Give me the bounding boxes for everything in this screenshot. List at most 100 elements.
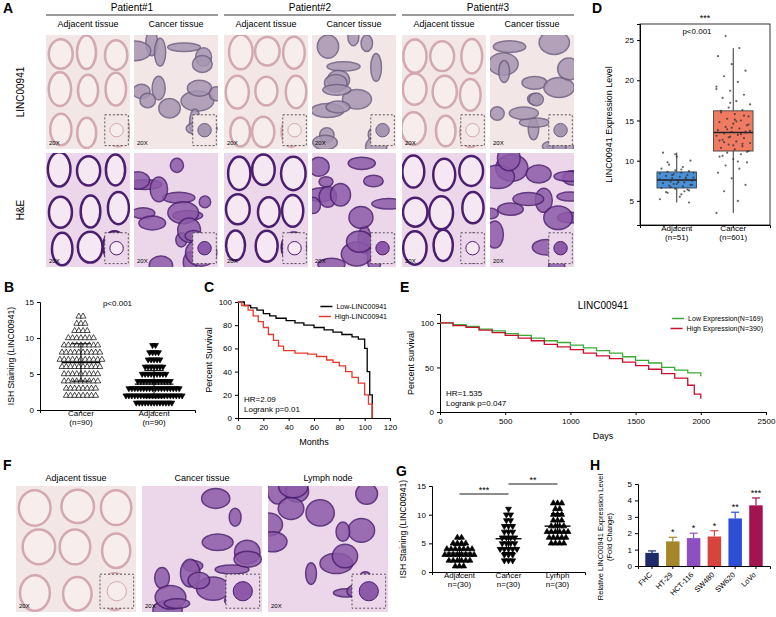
data-point	[743, 94, 745, 96]
data-point	[668, 185, 670, 187]
x-tick-label: SW620	[713, 570, 737, 594]
error-cap	[71, 381, 90, 382]
gland	[281, 157, 305, 190]
tumor-cluster	[149, 256, 172, 267]
x-tick	[263, 418, 264, 421]
data-point	[731, 177, 733, 179]
data-point	[717, 55, 719, 57]
legend-swatch	[672, 318, 684, 320]
error-cap	[648, 550, 656, 551]
tumor-cluster	[371, 54, 382, 82]
bar	[666, 541, 680, 566]
row-label: H&E	[15, 199, 26, 220]
inset-thumbnail	[288, 123, 301, 136]
y-tick-group: 0	[628, 562, 638, 571]
x-tick-label: 80	[335, 423, 344, 432]
data-point	[676, 156, 678, 158]
data-point	[679, 176, 681, 178]
y-tick-group: 15	[417, 482, 432, 491]
tumor-cluster	[361, 35, 373, 51]
inset-thumbnail	[376, 241, 389, 254]
data-point	[728, 107, 730, 109]
data-point	[659, 198, 661, 200]
data-point	[717, 172, 719, 174]
gland	[256, 231, 278, 262]
gland	[228, 157, 250, 190]
x-axis-title: Months	[299, 437, 329, 447]
x-axis-title: Days	[593, 431, 614, 441]
y-tick	[637, 120, 640, 121]
tissue-image	[46, 35, 130, 149]
tumor-cluster	[539, 35, 569, 54]
error-bar	[672, 537, 673, 541]
tumor-cluster	[312, 157, 329, 176]
y-axis-line	[235, 303, 239, 419]
y-tick	[637, 40, 640, 41]
gland	[108, 192, 129, 224]
error-cap	[453, 545, 466, 546]
data-point	[471, 551, 477, 556]
error-cap	[453, 560, 466, 561]
data-point	[743, 137, 745, 139]
data-point	[747, 115, 749, 117]
image-background	[46, 35, 130, 149]
panel-label: G	[396, 463, 407, 479]
x-tick-group: SW480	[692, 566, 716, 594]
data-point	[686, 189, 688, 191]
p-value: p<0.001	[103, 299, 133, 308]
inset-frame	[461, 233, 485, 264]
data-point	[663, 179, 665, 181]
x-tick-label: 20	[259, 423, 268, 432]
tissue-image	[312, 153, 396, 267]
y-tick	[235, 395, 238, 396]
data-point	[726, 128, 728, 130]
inset-frame	[193, 233, 217, 264]
x-tick	[365, 418, 366, 421]
magnification-label: 20X	[227, 258, 238, 264]
magnification-label: 20X	[49, 258, 60, 264]
tissue-image	[268, 486, 388, 612]
data-point	[723, 132, 725, 134]
data-point	[737, 81, 739, 83]
x-tick	[570, 412, 571, 415]
gland	[23, 530, 55, 565]
bar	[728, 518, 742, 566]
plot-marks	[645, 498, 762, 566]
error-bar	[714, 531, 715, 537]
box	[713, 111, 753, 151]
x-axis-line	[239, 419, 391, 422]
tumor-cluster	[332, 544, 357, 568]
x-tick-group: 0	[438, 412, 443, 426]
x-tick-label: Cancern=(30)	[496, 571, 522, 589]
y-tick-group: 15	[625, 117, 640, 126]
y-tick-group: 80	[223, 321, 238, 330]
data-point	[666, 161, 668, 163]
data-point	[715, 88, 717, 90]
y-tick-label: 40	[223, 368, 232, 377]
data-point	[80, 313, 86, 318]
inset-frame	[352, 574, 386, 608]
header-rule	[46, 15, 218, 16]
image-background	[402, 35, 486, 149]
data-point	[176, 387, 182, 392]
data-point	[665, 175, 667, 177]
y-tick	[429, 543, 432, 544]
data-point	[514, 547, 520, 552]
gland	[48, 153, 71, 186]
x-tick-label: 2500	[758, 417, 776, 426]
tumor-cluster	[554, 171, 574, 181]
data-point	[725, 35, 727, 37]
magnification-label: 20X	[271, 603, 282, 609]
tumor-cluster	[202, 534, 233, 551]
tissue-image	[490, 35, 574, 149]
y-tick-label: 0	[422, 568, 427, 577]
gland	[462, 192, 483, 223]
x-tick-group: 60	[310, 418, 319, 432]
data-point	[683, 190, 685, 192]
error-bar	[735, 512, 736, 518]
plot-marks	[57, 313, 185, 406]
image-background	[16, 486, 136, 612]
x-tick-group: Adjacent(n=90)	[138, 409, 170, 427]
data-point	[673, 183, 675, 185]
data-point	[671, 174, 673, 176]
